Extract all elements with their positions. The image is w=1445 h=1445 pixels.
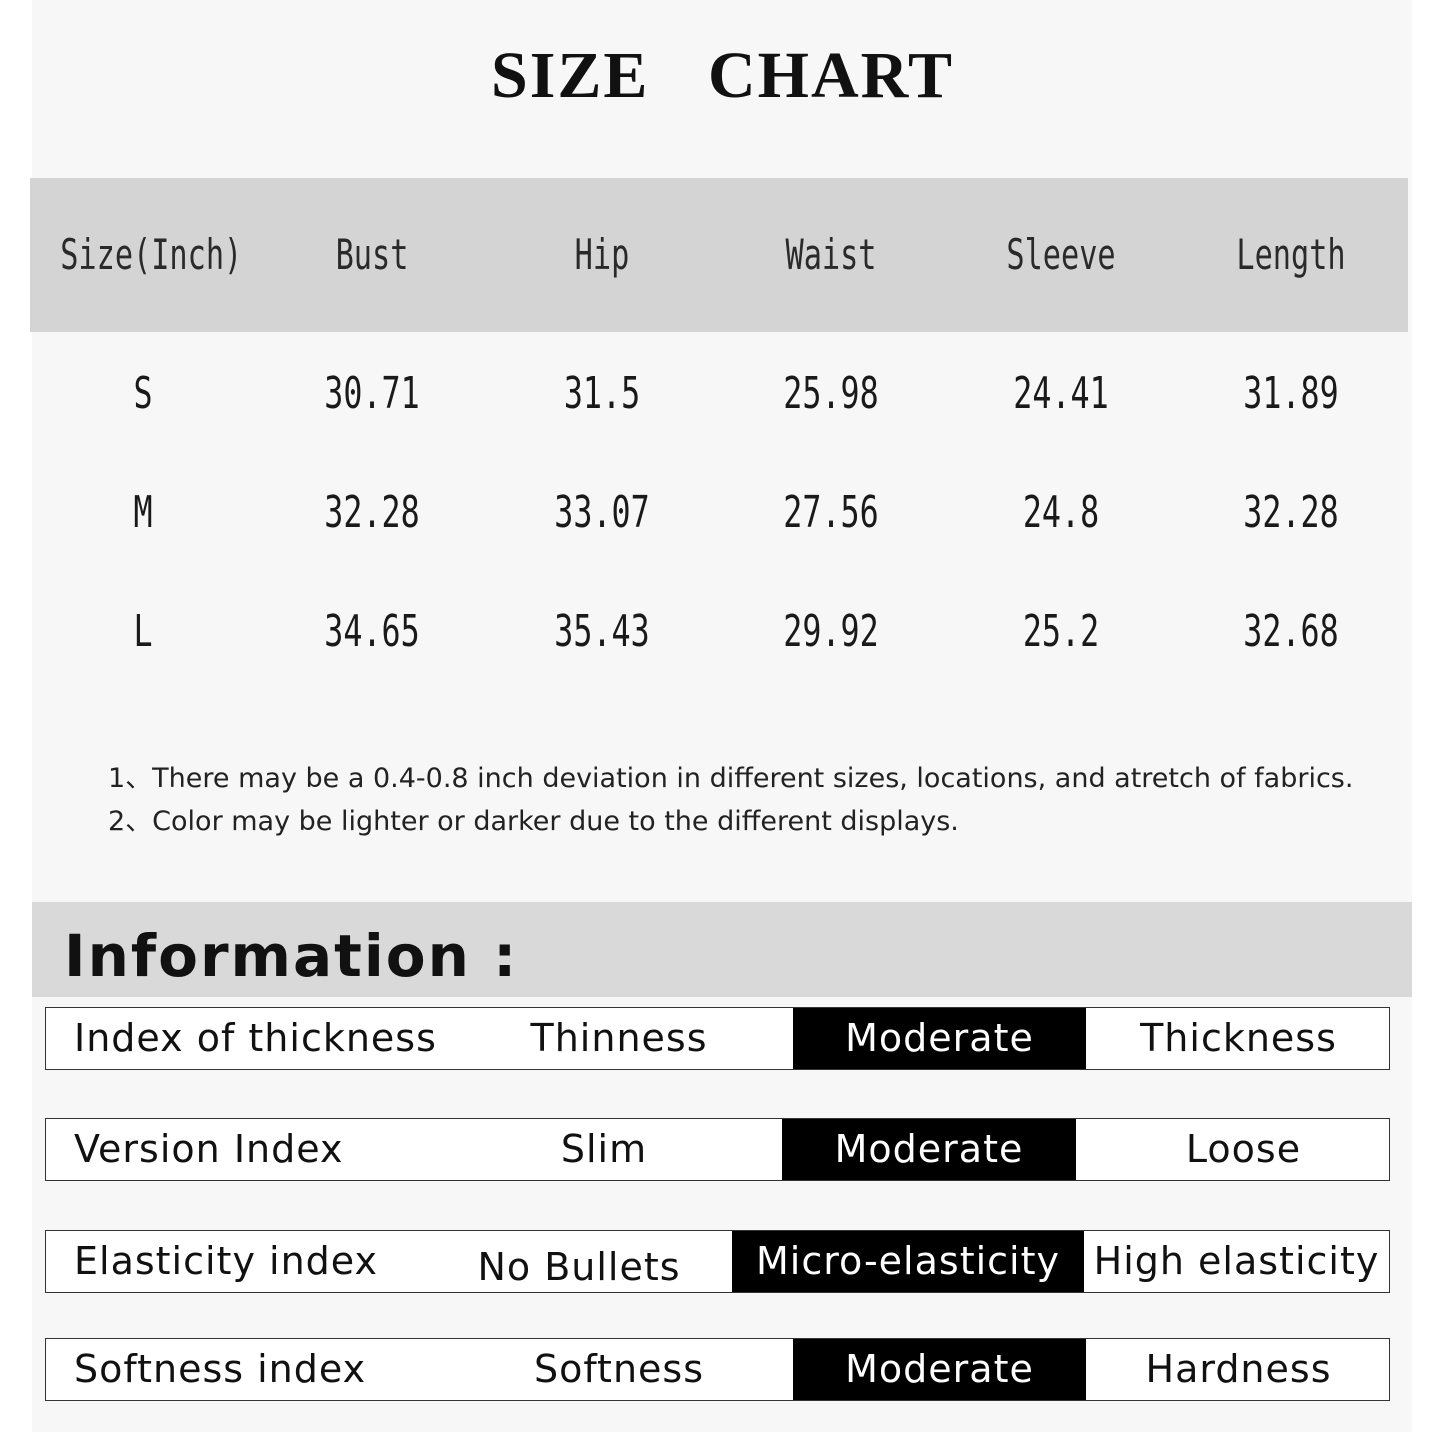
table-cell: 31.5 [563,368,641,419]
column-header: Bust [335,230,409,279]
info-label: Index of thickness [74,1016,437,1060]
info-label: Elasticity index [74,1239,378,1283]
table-cell: S [133,368,153,419]
column-header: Sleeve [1006,230,1116,279]
table-cell: 33.07 [554,487,650,538]
note-1: 1、There may be a 0.4-0.8 inch deviation … [108,763,1354,794]
table-cell: 29.92 [783,606,879,657]
information-header [32,902,1412,997]
table-cell: 25.2 [1022,606,1100,657]
table-cell: 32.68 [1243,606,1339,657]
table-cell: 31.89 [1243,368,1339,419]
info-option: Softness [533,1347,705,1391]
table-cell: 32.28 [1243,487,1339,538]
table-cell: 30.71 [324,368,420,419]
table-cell: 32.28 [324,487,420,538]
column-header: Length [1236,230,1346,279]
note-2: 2、Color may be lighter or darker due to … [108,806,959,837]
info-option-selected: Moderate [793,1008,1086,1069]
table-cell: 24.41 [1013,368,1109,419]
table-cell: 24.8 [1022,487,1100,538]
info-option-selected: Micro-elasticity [732,1231,1084,1292]
column-header: Waist [785,230,877,279]
table-cell: L [133,606,153,657]
table-cell: M [133,487,153,538]
info-label: Softness index [74,1347,367,1391]
info-option: Hardness [1145,1347,1332,1391]
info-option: Thickness [1140,1016,1337,1060]
info-option: No Bullets [477,1245,681,1289]
information-title: Information : [64,922,519,990]
info-option: Slim [560,1127,648,1171]
info-option: Thinness [530,1016,708,1060]
info-label: Version Index [74,1127,344,1171]
column-header: Hip [574,230,630,279]
info-option: Loose [1185,1127,1302,1171]
info-row-elasticity: Elasticity index No Bullets Micro-elasti… [45,1230,1390,1293]
column-header: Size(Inch) [60,230,243,279]
info-row-version: Version Index Slim Moderate Loose [45,1118,1390,1181]
page-title: SIZE CHART [491,39,954,112]
table-cell: 35.43 [554,606,650,657]
table-cell: 27.56 [783,487,879,538]
info-row-softness: Softness index Softness Moderate Hardnes… [45,1338,1390,1401]
table-cell: 34.65 [324,606,420,657]
table-header-row [30,178,1408,332]
table-cell: 25.98 [783,368,879,419]
info-row-thickness: Index of thickness Thinness Moderate Thi… [45,1007,1390,1070]
info-option: High elasticity [1093,1239,1380,1283]
info-option-selected: Moderate [782,1119,1076,1180]
info-option-selected: Moderate [793,1339,1086,1400]
